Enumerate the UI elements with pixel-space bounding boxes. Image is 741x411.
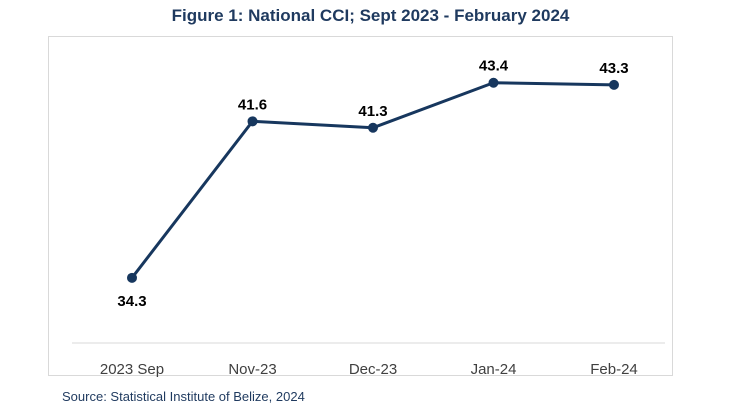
data-label: 34.3 xyxy=(117,293,146,310)
x-tick-label: Nov-23 xyxy=(228,361,276,378)
data-point xyxy=(368,122,378,133)
data-point xyxy=(247,116,258,127)
chart-source-note: Source: Statistical Institute of Belize,… xyxy=(62,389,305,404)
data-point xyxy=(127,272,137,283)
chart-marks: 34.3 2023 Sep 41.6 Nov-23 41.3 Dec-23 43.4 Jan-… xyxy=(100,58,638,378)
plot-area-border xyxy=(48,36,673,376)
data-label: 43.4 xyxy=(479,58,509,75)
x-tick-label: Jan-24 xyxy=(471,361,517,378)
data-label: 41.3 xyxy=(358,103,387,120)
data-label: 41.6 xyxy=(238,96,267,113)
data-point xyxy=(488,77,499,88)
chart-title: Figure 1: National CCI; Sept 2023 - Febr… xyxy=(171,6,570,25)
x-tick-label: 2023 Sep xyxy=(100,361,164,378)
x-tick-label: Feb-24 xyxy=(590,361,638,378)
x-tick-label: Dec-23 xyxy=(349,361,397,378)
data-point xyxy=(609,79,619,90)
data-label: 43.3 xyxy=(599,60,628,77)
